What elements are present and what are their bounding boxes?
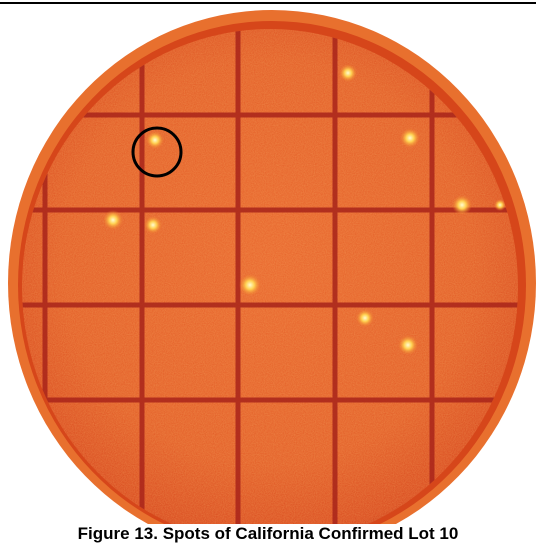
petri-dish-image [0, 0, 536, 524]
agar [0, 0, 536, 524]
page: {"caption": "Figure 13. Spots of Califor… [0, 0, 536, 543]
caption: Figure 13. Spots of California Confirmed… [0, 524, 536, 543]
